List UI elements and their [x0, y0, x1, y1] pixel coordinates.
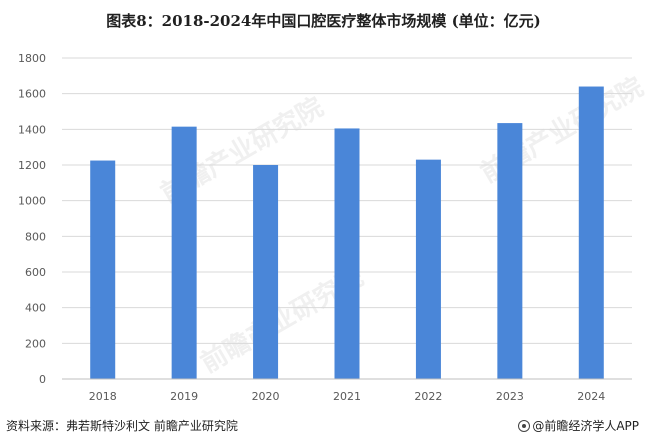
- bar-2020: [253, 165, 279, 379]
- y-tick-label: 1200: [18, 159, 46, 172]
- y-tick-label: 1800: [18, 52, 46, 65]
- source-note: 资料来源：弗若斯特沙利文 前瞻产业研究院: [6, 419, 238, 433]
- brand-logo-icon: [518, 420, 531, 432]
- x-axis-tick-labels: 2018 2019 2020 2021 2022 2023 2024: [89, 390, 606, 403]
- x-tick-label: 2019: [170, 390, 198, 403]
- x-tick-label: 2020: [252, 390, 280, 403]
- y-tick-label: 1000: [18, 195, 46, 208]
- y-tick-label: 1600: [18, 88, 46, 101]
- y-tick-label: 200: [25, 337, 46, 350]
- bars: [90, 86, 604, 380]
- y-tick-label: 600: [25, 266, 46, 279]
- x-tick-label: 2024: [577, 390, 605, 403]
- y-tick-label: 0: [39, 373, 46, 386]
- bar-2023: [497, 123, 523, 379]
- x-tick-label: 2021: [333, 390, 361, 403]
- brand-credit: @前瞻经济学人APP: [518, 417, 639, 434]
- y-tick-label: 800: [25, 230, 46, 243]
- bar-2022: [415, 159, 441, 379]
- y-tick-label: 400: [25, 302, 46, 315]
- x-tick-label: 2018: [89, 390, 117, 403]
- bar-2019: [171, 126, 197, 380]
- x-tick-label: 2022: [414, 390, 442, 403]
- chart-title: 图表8：2018-2024年中国口腔医疗整体市场规模 (单位：亿元): [106, 12, 541, 30]
- bar-2018: [90, 160, 116, 379]
- bar-2021: [334, 128, 360, 379]
- x-tick-label: 2023: [496, 390, 524, 403]
- y-tick-label: 1400: [18, 123, 46, 136]
- bar-2024: [578, 86, 604, 380]
- brand-credit-text: @前瞻经济学人APP: [532, 419, 639, 433]
- y-axis-tick-labels: 0 200 400 600 800 1000 1200 1400 1600 1800: [18, 52, 46, 386]
